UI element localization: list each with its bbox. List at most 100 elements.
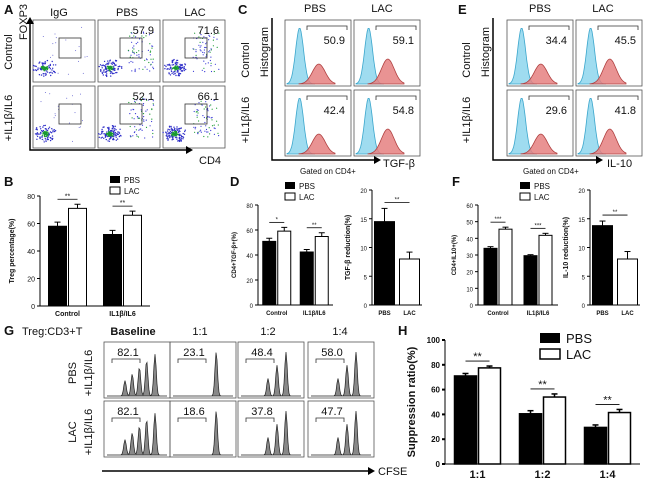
dot — [147, 49, 149, 52]
panel-g-col-1-2: 1:2 — [260, 326, 275, 338]
dot — [132, 51, 134, 54]
dot — [129, 56, 131, 58]
dot — [54, 71, 56, 74]
dot — [181, 69, 183, 72]
cfse-gate — [315, 358, 345, 363]
dot — [107, 69, 109, 72]
dot — [106, 127, 109, 129]
panel-c-col-pbs: PBS — [304, 3, 326, 15]
panel-e: E PBS LAC Control +IL1β/IL6 Histogram IL… — [458, 2, 643, 176]
dot — [117, 131, 119, 133]
panel-a-row-control: Control — [3, 34, 15, 69]
histogram-frame — [506, 89, 574, 157]
panel-e-axis-arrow — [596, 156, 603, 164]
bar — [538, 234, 553, 306]
dot — [113, 72, 115, 75]
histogram-value: 34.4 — [546, 35, 567, 47]
dot — [201, 69, 203, 71]
dot — [175, 74, 177, 77]
dot — [43, 73, 45, 75]
dot — [46, 71, 49, 73]
dot — [183, 69, 185, 72]
dot — [208, 116, 210, 118]
x-tick-label: LAC — [621, 311, 634, 317]
dot — [218, 32, 220, 34]
dot — [175, 132, 178, 134]
cfse-gate — [111, 417, 141, 422]
dot — [171, 68, 174, 70]
dot — [176, 62, 178, 64]
bar — [498, 228, 513, 306]
y-axis-label: IL-10 reduction(%) — [563, 217, 570, 278]
dot — [34, 65, 36, 67]
dot — [202, 51, 204, 54]
dot — [134, 113, 137, 115]
dot — [46, 138, 49, 141]
dot — [121, 67, 123, 69]
dot — [109, 136, 112, 138]
dot — [111, 135, 114, 137]
legend-d-pbs-label: PBS — [299, 182, 315, 191]
bar — [583, 426, 608, 465]
dot — [108, 62, 110, 64]
dot — [45, 72, 47, 75]
legend-h-lac-swatch — [539, 348, 561, 360]
dot — [132, 97, 134, 100]
dot — [144, 59, 146, 61]
panel-a-dotplots: 57.9 71.6 52.1 66.1 — [32, 19, 226, 149]
dot — [117, 66, 120, 68]
dotplot-value: 52.1 — [133, 91, 154, 103]
dot — [48, 134, 51, 136]
dot — [203, 60, 205, 62]
dotplot-gate — [119, 37, 143, 59]
dot — [110, 62, 113, 64]
sample-histogram — [589, 58, 627, 85]
dot — [105, 70, 107, 73]
cfse-frame — [169, 341, 237, 399]
cfse-frame — [169, 400, 237, 458]
dot — [145, 58, 148, 60]
dot — [35, 127, 38, 129]
dot — [114, 69, 116, 72]
dot — [112, 73, 114, 75]
dot — [146, 99, 148, 101]
dot — [38, 62, 40, 64]
dot — [135, 134, 138, 136]
dot — [107, 135, 109, 138]
y-tick-label: 20 — [360, 189, 367, 195]
dot — [149, 50, 152, 52]
dot — [133, 48, 135, 50]
dot — [49, 139, 52, 142]
dot — [42, 69, 44, 71]
dot — [210, 62, 212, 64]
panel-e-axis-lines — [492, 18, 600, 161]
bar — [518, 413, 543, 465]
panel-a: A IgG PBS LAC Control +IL1β/IL6 FOXP3 CD… — [3, 2, 226, 167]
dot — [184, 64, 187, 66]
panel-c-col-lac: LAC — [371, 3, 392, 15]
dot — [216, 46, 218, 49]
dot — [204, 106, 207, 108]
dot — [113, 62, 115, 64]
panel-c-row-il1b: +IL1β/IL6 — [240, 97, 252, 143]
cfse-value: 82.1 — [117, 406, 138, 418]
legend-d-lac-swatch — [284, 192, 296, 201]
dot — [208, 39, 210, 41]
dot — [119, 134, 122, 137]
dot — [109, 130, 112, 132]
x-tick-label: IL1β/IL6 — [303, 311, 326, 317]
dot — [112, 138, 114, 141]
dot — [142, 113, 145, 115]
dot — [167, 132, 169, 134]
panel-c-row-control: Control — [240, 42, 252, 77]
dot — [133, 53, 135, 55]
dot — [101, 128, 103, 131]
panel-e-gated: Gated on CD4+ — [523, 167, 579, 176]
dot — [119, 65, 121, 68]
dot — [111, 125, 114, 127]
dot — [116, 138, 119, 140]
sample-histogram — [367, 128, 405, 155]
dot — [210, 48, 212, 50]
dot — [200, 100, 202, 102]
